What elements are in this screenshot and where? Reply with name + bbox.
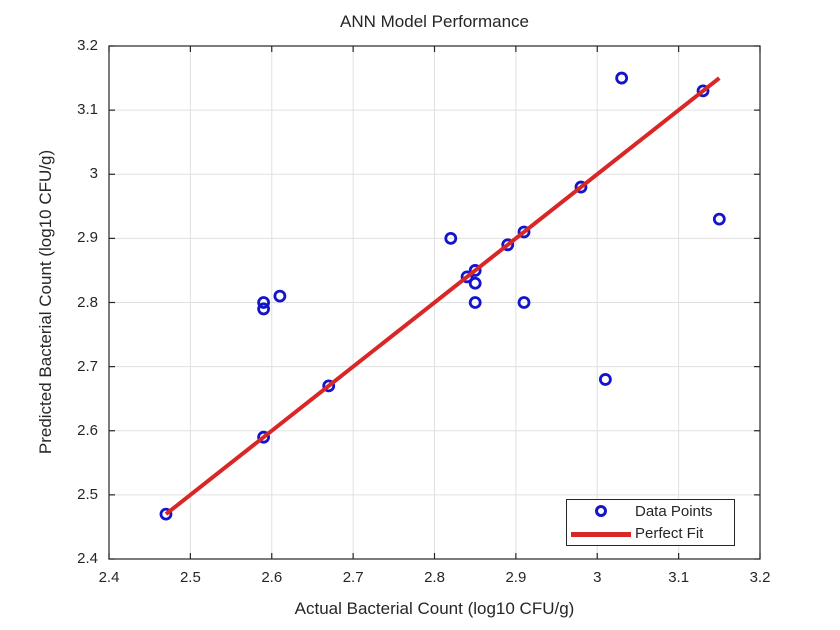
- legend-entry-data-points: Data Points: [567, 500, 734, 523]
- y-tick-label: 2.5: [77, 485, 98, 503]
- legend-label-perfect-fit: Perfect Fit: [635, 525, 704, 543]
- x-tick-label: 2.7: [342, 569, 364, 586]
- data-point: [460, 270, 474, 284]
- data-point: [574, 180, 588, 194]
- y-tick-label: 2.8: [77, 293, 98, 311]
- data-point: [598, 373, 612, 386]
- y-tick-label: 2.9: [77, 229, 98, 247]
- x-tick-label: 3: [593, 569, 602, 586]
- data-point: [257, 430, 271, 444]
- data-point: [468, 264, 482, 277]
- x-tick-label: 3.1: [668, 569, 690, 586]
- data-point: [159, 507, 173, 521]
- x-tick-label: 2.5: [179, 569, 201, 586]
- data-point: [257, 296, 271, 309]
- data-point: [696, 84, 710, 98]
- x-tick-label: 3.2: [749, 569, 771, 586]
- y-tick-label: 2.4: [77, 550, 98, 567]
- data-point: [517, 225, 531, 239]
- x-tick-label: 2.8: [424, 569, 445, 586]
- data-point: [257, 302, 271, 316]
- data-point: [444, 231, 458, 245]
- data-point: [517, 296, 531, 309]
- data-point: [322, 379, 336, 393]
- x-tick-label: 2.9: [505, 569, 527, 586]
- chart-title: ANN Model Performance: [340, 12, 529, 31]
- y-tick-label: 3.1: [77, 101, 98, 119]
- y-tick-label: 3.2: [77, 37, 98, 54]
- x-tick-label: 2.4: [98, 569, 120, 586]
- y-tick-label: 2.6: [77, 421, 98, 439]
- perfect-fit-line: [164, 76, 721, 516]
- data-point: [468, 296, 482, 309]
- x-axis-label: Actual Bacterial Count (log10 CFU/g): [294, 599, 575, 618]
- legend-marker-cell: [567, 505, 635, 518]
- y-tick-label: 2.7: [77, 357, 98, 375]
- legend-entry-perfect-fit: Perfect Fit: [567, 523, 734, 546]
- data-point: [615, 71, 629, 85]
- legend-marker-cell: [567, 531, 635, 537]
- legend: Data Points Perfect Fit: [566, 499, 735, 546]
- data-point: [273, 289, 287, 303]
- data-point: [501, 238, 515, 252]
- data-point: [712, 212, 726, 226]
- legend-label-data-points: Data Points: [635, 502, 713, 520]
- y-tick-label: 3: [89, 165, 98, 183]
- x-tick-label: 2.6: [261, 569, 283, 586]
- perfect-fit-line-icon: [571, 531, 631, 537]
- data-points-marker-icon: [595, 505, 607, 518]
- data-point: [468, 276, 482, 290]
